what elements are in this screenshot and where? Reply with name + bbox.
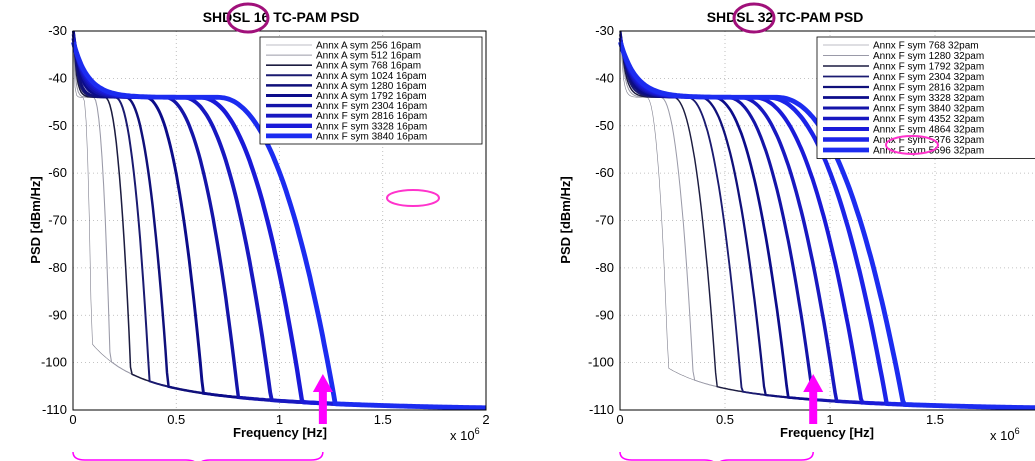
y-tick-label: -110 xyxy=(42,402,67,417)
y-tick-label: -80 xyxy=(595,260,614,275)
title-highlight-ellipse xyxy=(226,2,270,34)
y-axis-label: PSD [dBm/Hz] xyxy=(28,176,43,263)
arrow-shaft xyxy=(318,390,327,424)
x-tick-label: 2 xyxy=(482,412,489,427)
y-tick-label: -30 xyxy=(595,23,614,38)
legend-entry: Annx A sym 1024 16pam xyxy=(316,71,427,82)
legend-entry: Annx F sym 3328 32pam xyxy=(873,93,984,104)
y-tick-label: -40 xyxy=(595,70,614,85)
x-axis-label: Frequency [Hz] xyxy=(233,425,327,440)
y-tick-label: -40 xyxy=(48,70,67,85)
legend-entry: Annx F sym 1280 32pam xyxy=(873,51,984,62)
legend-highlight-ellipse xyxy=(386,189,440,207)
x-tick-label: 0 xyxy=(69,412,76,427)
psd-chart-16pam: SHDSL 16 TC-PAM PSD 0 0.5 1 1.5 2 -30 -40 -50 -6… xyxy=(28,2,490,461)
y-tick-label: -90 xyxy=(595,307,614,322)
cutoff-arrow xyxy=(312,374,333,424)
legend-entry: Annx F sym 768 32pam xyxy=(873,41,979,52)
x-tick-label: 0.5 xyxy=(167,412,185,427)
legend-highlight-ellipse xyxy=(885,135,939,155)
legend-entry: Annx A sym 512 16pam xyxy=(316,51,421,62)
x-exponent-label: x 106 xyxy=(450,426,480,443)
psd-series-line xyxy=(71,41,486,411)
bandwidth-bracket xyxy=(619,451,814,461)
x-tick-label: 1.5 xyxy=(374,412,392,427)
psd-curves xyxy=(71,30,486,411)
y-tick-label: -100 xyxy=(588,355,614,370)
title-highlight-ellipse xyxy=(732,2,776,34)
x-tick-label: 1 xyxy=(826,412,833,427)
y-tick-label: -90 xyxy=(48,307,67,322)
legend-entry: Annx A sym 768 16pam xyxy=(316,61,421,72)
y-tick-label: -70 xyxy=(48,213,67,228)
legend-entry: Annx F sym 1792 32pam xyxy=(873,62,984,73)
x-axis-label: Frequency [Hz] xyxy=(780,425,874,440)
psd-curves xyxy=(618,30,1035,411)
y-tick-label: -30 xyxy=(48,23,67,38)
y-tick-label: -50 xyxy=(48,118,67,133)
legend-entry: Annx F sym 2816 16pam xyxy=(316,111,427,122)
y-axis-label: PSD [dBm/Hz] xyxy=(558,176,573,263)
x-tick-label: 1 xyxy=(276,412,283,427)
legend-entry: Annx F sym 4864 32pam xyxy=(873,125,984,136)
x-tick-label: 0 xyxy=(616,412,623,427)
legend-entry: Annx F sym 2816 32pam xyxy=(873,83,984,94)
y-tick-label: -50 xyxy=(595,118,614,133)
legend-entry: Annx F sym 3840 32pam xyxy=(873,104,984,115)
legend-entry: Annx A sym 1280 16pam xyxy=(316,81,427,92)
psd-chart-32pam: SHDSL 32 TC-PAM PSD 00.511.52-30-40-50-6… xyxy=(558,2,1035,461)
chart-title: SHDSL 16 TC-PAM PSD xyxy=(203,9,360,25)
x-tick-label: 1.5 xyxy=(926,412,944,427)
legend-entry: Annx F sym 4352 32pam xyxy=(873,114,984,125)
y-tick-label: -100 xyxy=(41,355,67,370)
plot-frame xyxy=(72,30,487,411)
y-tick-label: -110 xyxy=(589,402,614,417)
plot-frame xyxy=(619,30,1035,411)
arrow-shaft xyxy=(809,390,818,424)
y-tick-label: -80 xyxy=(48,260,67,275)
chart-title: SHDSL 32 TC-PAM PSD xyxy=(707,9,864,25)
y-tick-label: -60 xyxy=(595,165,614,180)
legend-entry: Annx F sym 2304 32pam xyxy=(873,72,984,83)
axis-ticks: 00.511.52-30-40-50-60-70-80-90-100-110 xyxy=(588,23,944,427)
axis-ticks: 0 0.5 1 1.5 2 -30 -40 -50 -60 -70 -80 -90 -100 -110 xyxy=(41,23,490,427)
cutoff-arrow xyxy=(803,374,824,424)
arrow-head xyxy=(803,374,824,392)
legend-entry: Annx F sym 5376 32pam xyxy=(873,135,984,146)
legend-entry: Annx A sym 1792 16pam xyxy=(316,91,427,102)
legend-entry: Annx A sym 256 16pam xyxy=(316,41,421,52)
x-tick-label: 0.5 xyxy=(716,412,734,427)
x-exponent-label: x 106 xyxy=(990,426,1020,443)
y-tick-label: -60 xyxy=(48,165,67,180)
legend-entry: Annx F sym 3328 16pam xyxy=(316,121,427,132)
arrow-head xyxy=(312,374,333,392)
y-tick-label: -70 xyxy=(595,213,614,228)
bandwidth-bracket xyxy=(72,451,324,461)
legend-entry: Annx F sym 3840 16pam xyxy=(316,131,427,142)
legend-entry: Annx F sym 2304 16pam xyxy=(316,101,427,112)
